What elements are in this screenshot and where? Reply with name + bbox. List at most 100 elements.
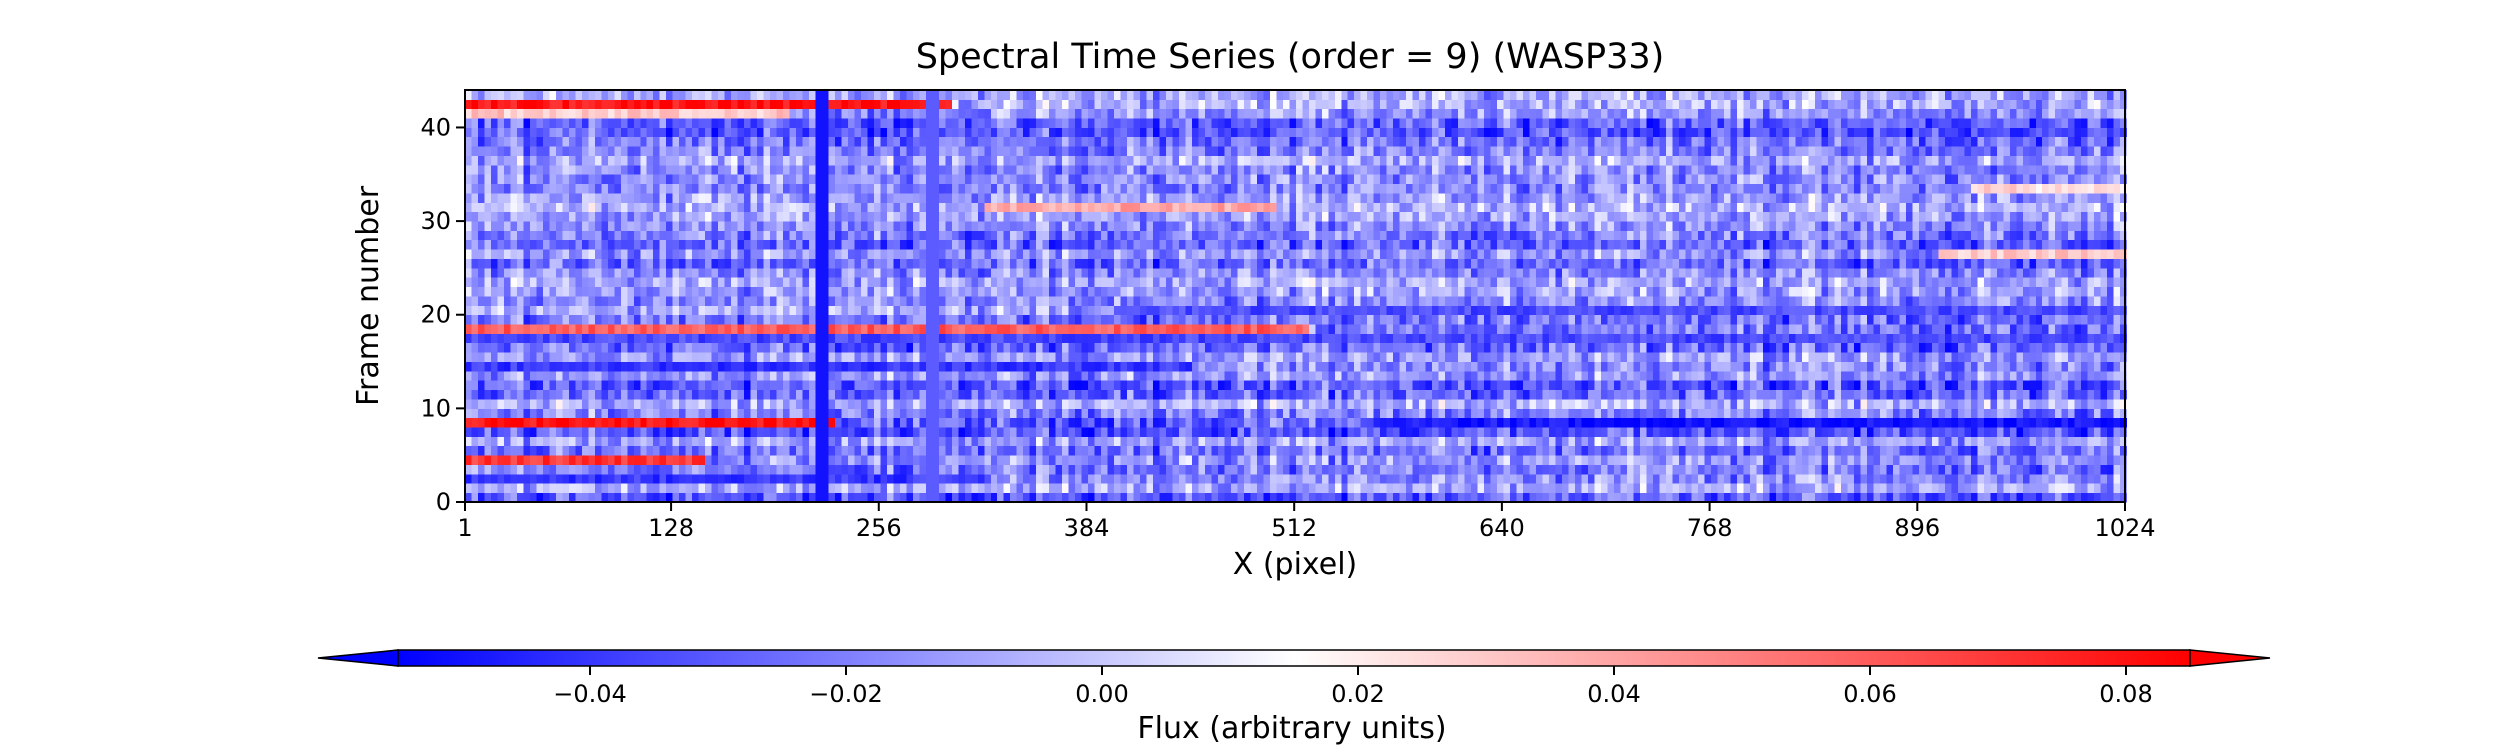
heatmap-cell — [757, 427, 765, 437]
heatmap-cell — [997, 389, 1005, 400]
heatmap-cell — [2068, 324, 2076, 334]
heatmap-cell — [1834, 464, 1842, 475]
heatmap-cell — [1295, 389, 1303, 400]
heatmap-cell — [1678, 342, 1686, 353]
heatmap-cell — [1328, 361, 1336, 372]
heatmap-cell — [1308, 324, 1316, 334]
heatmap-cell — [1899, 370, 1907, 381]
heatmap-cell — [1659, 436, 1667, 447]
heatmap-cell — [477, 324, 486, 334]
heatmap-cell — [1464, 492, 1472, 503]
heatmap-cell — [2055, 361, 2063, 372]
heatmap-cell — [1841, 464, 1849, 475]
heatmap-cell — [1996, 399, 2004, 409]
heatmap-cell — [1685, 389, 1693, 400]
heatmap-cell — [1912, 455, 1920, 465]
heatmap-cell — [1620, 417, 1628, 428]
heatmap-cell — [698, 352, 706, 362]
heatmap-cell — [1042, 324, 1050, 334]
heatmap-cell — [659, 399, 667, 409]
heatmap-cell — [1789, 464, 1797, 475]
heatmap-cell — [802, 342, 810, 353]
heatmap-cell — [471, 314, 479, 325]
heatmap-cell — [1276, 473, 1284, 484]
heatmap-cell — [2029, 352, 2037, 362]
heatmap-cell — [692, 380, 700, 391]
heatmap-cell — [620, 399, 628, 409]
heatmap-cell — [1828, 370, 1836, 381]
heatmap-cell — [1036, 380, 1044, 391]
heatmap-cell — [711, 380, 719, 391]
heatmap-cell — [568, 417, 576, 428]
heatmap-cell — [1016, 333, 1024, 344]
heatmap-cell — [1023, 455, 1031, 465]
heatmap-cell — [1918, 417, 1927, 428]
heatmap-cell — [1458, 352, 1466, 362]
heatmap-cell — [529, 370, 537, 381]
heatmap-cell — [529, 436, 537, 447]
heatmap-cell — [1412, 380, 1420, 391]
heatmap-cell — [1633, 399, 1641, 409]
heatmap-cell — [1010, 361, 1018, 372]
heatmap-cell — [1802, 324, 1810, 334]
heatmap-cell — [1172, 492, 1180, 503]
heatmap-cell — [1873, 389, 1881, 400]
heatmap-cell — [997, 399, 1005, 409]
heatmap-cell — [497, 417, 505, 428]
heatmap-cell — [2113, 445, 2121, 456]
heatmap-cell — [1042, 417, 1050, 428]
heatmap-cell — [2022, 464, 2030, 475]
heatmap-cell — [1341, 361, 1349, 372]
heatmap-cell — [1140, 399, 1148, 409]
heatmap-cell — [744, 427, 752, 437]
heatmap-cell — [1912, 333, 1920, 344]
heatmap-cell — [1114, 464, 1122, 475]
heatmap-cell — [1970, 370, 1978, 381]
heatmap-cell — [1386, 464, 1394, 475]
heatmap-cell — [1289, 314, 1297, 325]
heatmap-cell — [705, 333, 713, 344]
heatmap-cell — [737, 314, 745, 325]
heatmap-cell — [1328, 427, 1336, 437]
heatmap-cell — [1094, 352, 1102, 362]
heatmap-cell — [1587, 324, 1595, 334]
heatmap-cell — [1737, 408, 1745, 419]
heatmap-cell — [1458, 417, 1466, 428]
heatmap-cell — [1717, 455, 1725, 465]
heatmap-cell — [471, 455, 479, 465]
heatmap-cell — [1957, 333, 1965, 344]
heatmap-cell — [1892, 417, 1901, 428]
heatmap-cell — [510, 352, 518, 362]
heatmap-cell — [854, 455, 862, 465]
heatmap-cell — [2120, 380, 2128, 391]
heatmap-cell — [1529, 342, 1537, 353]
heatmap-cell — [2022, 361, 2030, 372]
heatmap-cell — [1834, 492, 1842, 503]
heatmap-cell — [1510, 483, 1518, 494]
heatmap-cell — [1847, 445, 1855, 456]
heatmap-cell — [796, 473, 804, 484]
heatmap-cell — [2003, 380, 2011, 391]
heatmap-cell — [1743, 427, 1751, 437]
heatmap-cell — [906, 492, 914, 503]
heatmap-cell — [465, 464, 473, 475]
heatmap-cell — [1600, 427, 1608, 437]
heatmap-cell — [1685, 361, 1693, 372]
heatmap-cell — [1230, 399, 1238, 409]
heatmap-cell — [1535, 417, 1544, 428]
heatmap-cell — [1698, 417, 1706, 428]
heatmap-cell — [529, 324, 537, 334]
heatmap-cell — [2120, 389, 2128, 400]
heatmap-cell — [847, 380, 856, 391]
heatmap-cell — [841, 370, 849, 381]
heatmap-cell — [1042, 436, 1050, 447]
heatmap-cell — [912, 492, 920, 503]
heatmap-cell — [1639, 352, 1647, 362]
heatmap-cell — [1711, 483, 1719, 494]
heatmap-cell — [1854, 370, 1862, 381]
heatmap-cell — [1211, 464, 1219, 475]
heatmap-cell — [847, 492, 856, 503]
heatmap-cell — [899, 427, 907, 437]
heatmap-cell — [1503, 427, 1511, 437]
heatmap-cell — [1652, 370, 1660, 381]
